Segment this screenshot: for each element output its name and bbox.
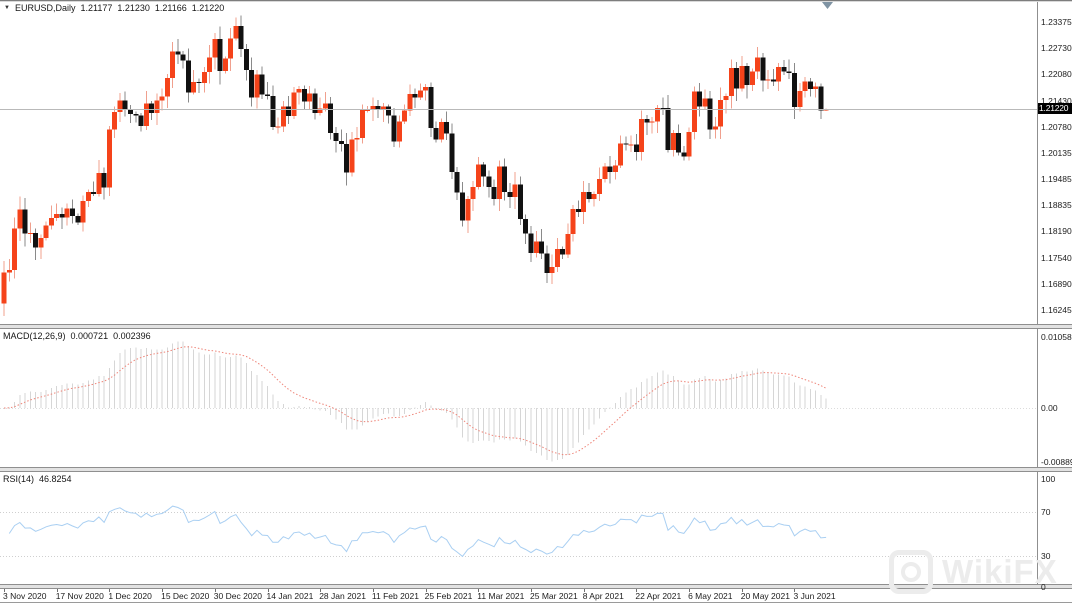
axis-divider-line bbox=[1037, 2, 1038, 586]
panel-separator[interactable] bbox=[0, 324, 1072, 329]
time-tick-mark bbox=[742, 589, 743, 592]
panel-separator[interactable] bbox=[0, 467, 1072, 472]
price-panel[interactable] bbox=[1, 15, 829, 317]
rsi-line bbox=[8, 505, 827, 558]
time-tick-mark bbox=[109, 589, 110, 592]
panel-separator[interactable] bbox=[0, 584, 1072, 589]
time-tick-mark bbox=[320, 589, 321, 592]
chart-shift-marker-icon[interactable] bbox=[822, 2, 833, 9]
time-tick-mark bbox=[215, 589, 216, 592]
candles bbox=[1, 15, 829, 317]
time-tick-mark bbox=[584, 589, 585, 592]
time-tick-mark bbox=[373, 589, 374, 592]
window-top-border bbox=[0, 0, 1072, 1]
time-tick-mark bbox=[268, 589, 269, 592]
window-top-border-light bbox=[0, 1, 1072, 2]
time-tick-mark bbox=[162, 589, 163, 592]
macd-histogram bbox=[3, 341, 827, 462]
time-tick-mark bbox=[57, 589, 58, 592]
time-tick-mark bbox=[689, 589, 690, 592]
rsi-panel[interactable] bbox=[0, 505, 1037, 558]
time-tick-mark bbox=[4, 589, 5, 592]
time-tick-mark bbox=[794, 589, 795, 592]
window-bottom-border bbox=[0, 602, 1072, 603]
time-tick-mark bbox=[636, 589, 637, 592]
time-tick-mark bbox=[531, 589, 532, 592]
macd-signal-line bbox=[3, 346, 827, 456]
time-tick-mark bbox=[478, 589, 479, 592]
time-tick-mark bbox=[426, 589, 427, 592]
macd-panel[interactable] bbox=[0, 341, 1037, 462]
